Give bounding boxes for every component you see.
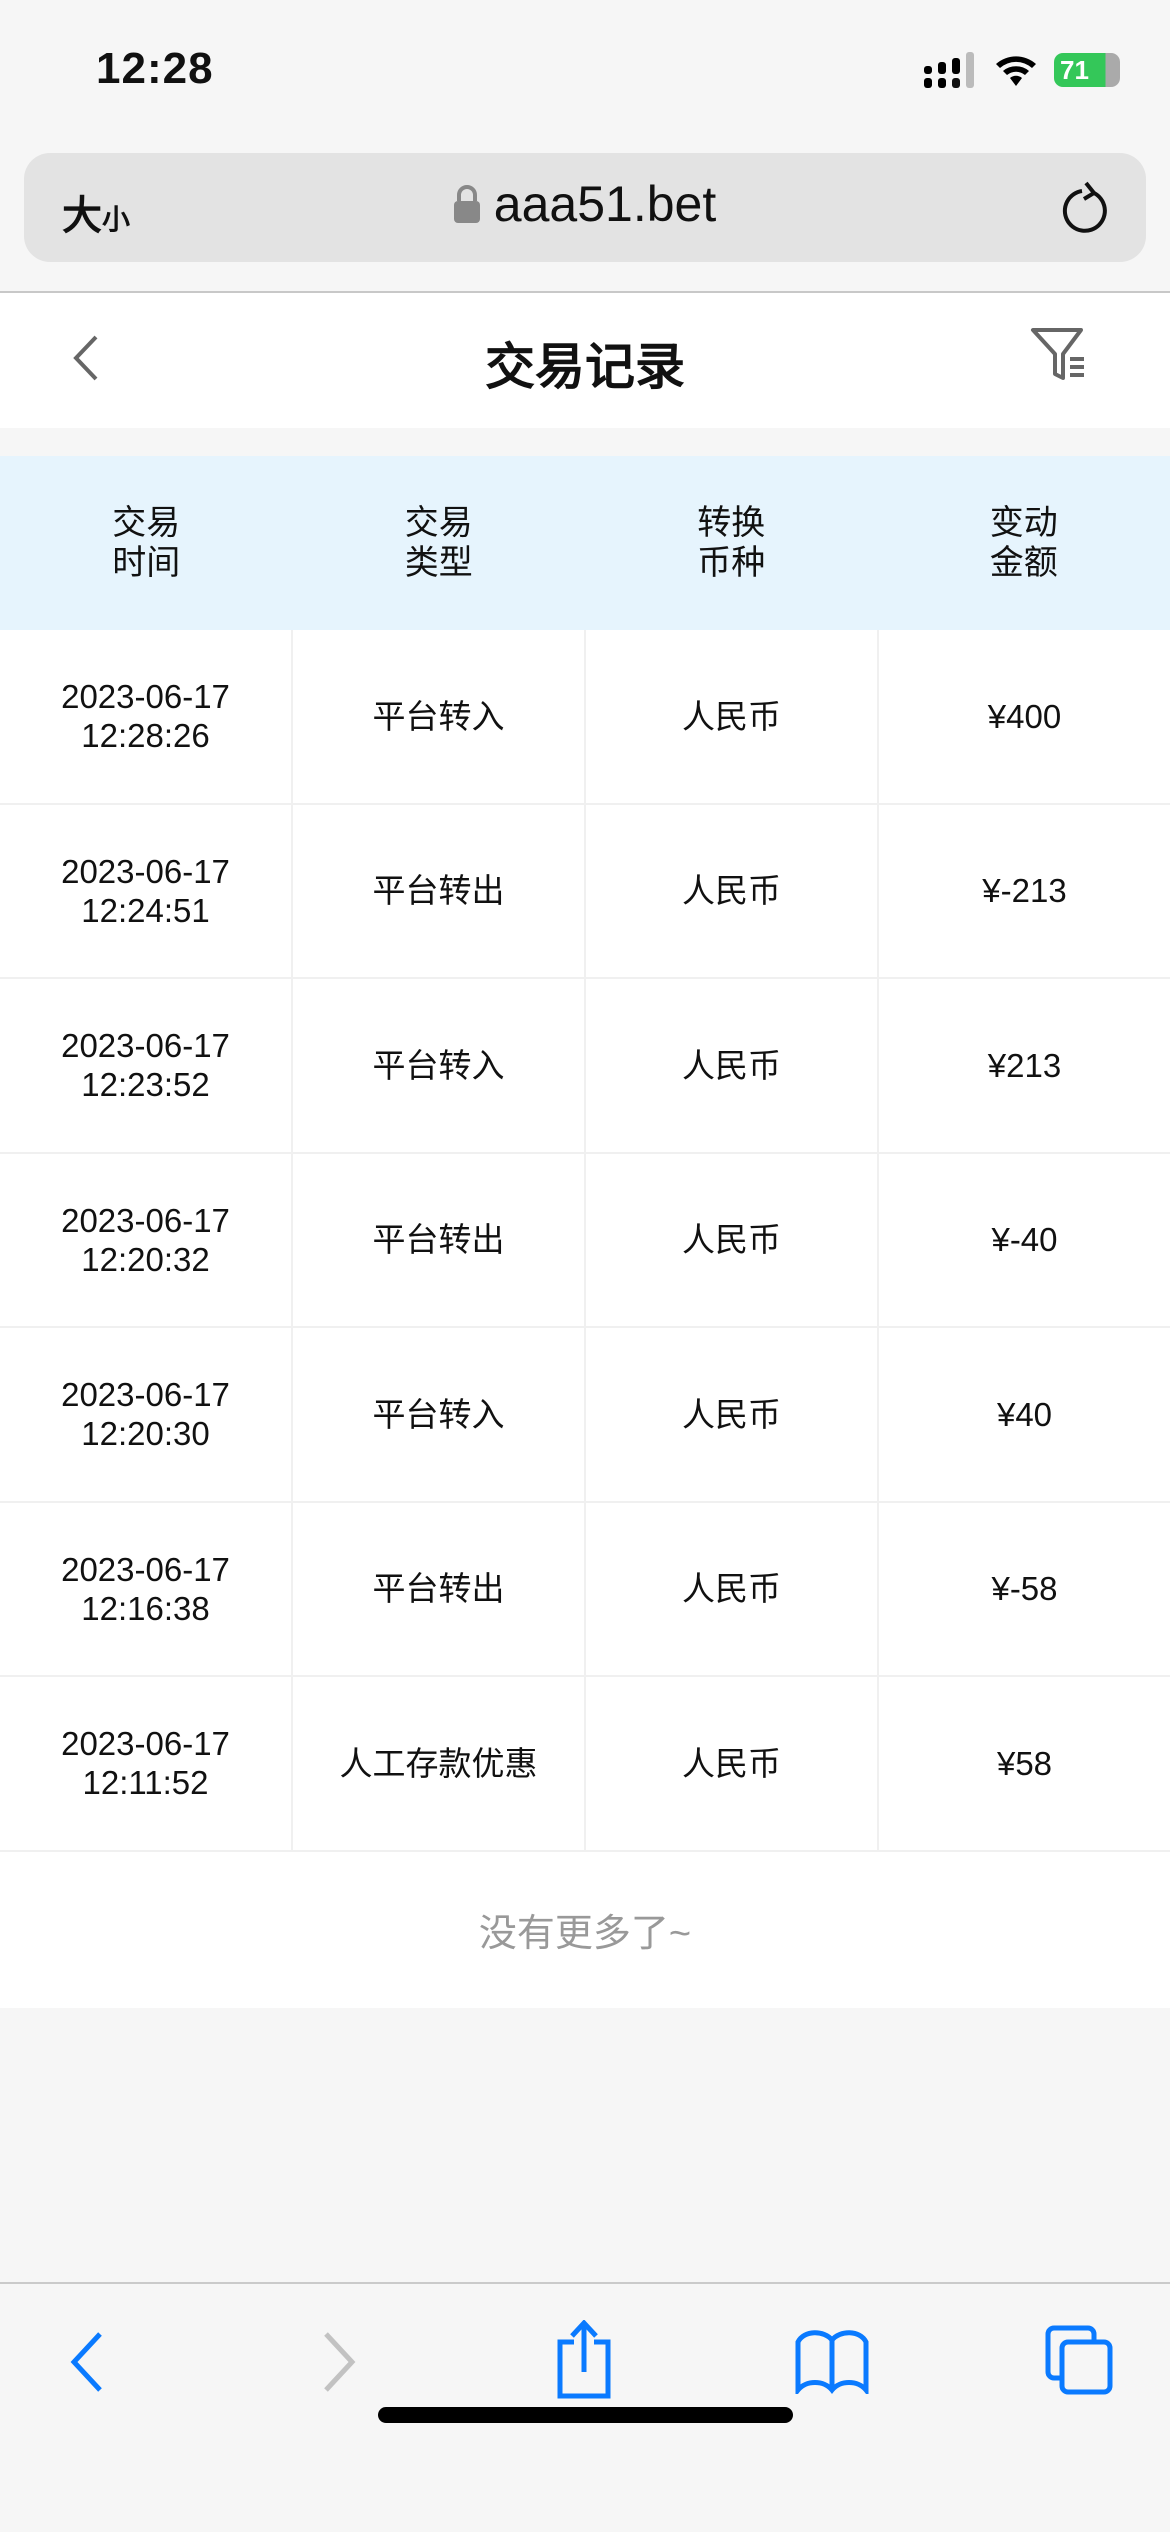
table-row: 2023-06-17 12:20:32 平台转出 人民币 ¥-40: [0, 1153, 1170, 1328]
cell-type: 平台转入: [293, 630, 586, 803]
cell-type: 人工存款优惠: [293, 1677, 586, 1850]
table-header: 交易 时间 交易 类型 转换 币种 变动 金额: [0, 456, 1170, 630]
cell-type: 平台转入: [293, 979, 586, 1152]
cell-time: 2023-06-17 12:16:38: [0, 1502, 293, 1675]
forward-arrow-icon[interactable]: [320, 2330, 360, 2394]
bookmarks-icon[interactable]: [794, 2330, 870, 2394]
divider: [0, 2282, 1170, 2284]
browser-toolbar: [0, 2284, 1170, 2532]
column-header-type: 交易 类型: [404, 504, 473, 582]
cellular-signal-icon: [924, 52, 974, 88]
battery-level: 71: [1060, 54, 1089, 85]
cell-amount: ¥-40: [991, 1221, 1058, 1259]
cell-currency: 人民币: [586, 1502, 879, 1675]
cell-amount: ¥400: [987, 697, 1062, 735]
table-row: 2023-06-17 12:23:52 平台转入 人民币 ¥213: [0, 979, 1170, 1154]
table-row: 2023-06-17 12:16:38 平台转出 人民币 ¥-58: [0, 1502, 1170, 1677]
cell-time: 2023-06-17 12:24:51: [0, 804, 293, 977]
transaction-table: 交易 时间 交易 类型 转换 币种 变动 金额 2023-06-17 12:28…: [0, 456, 1170, 2008]
divider: [0, 291, 1170, 293]
cell-type: 平台转出: [293, 1502, 586, 1675]
column-header-amount: 变动 金额: [989, 504, 1058, 582]
reload-icon[interactable]: [1062, 181, 1112, 235]
cell-currency: 人民币: [586, 1153, 879, 1326]
cell-currency: 人民币: [586, 804, 879, 977]
wifi-icon: [996, 56, 1036, 86]
share-icon[interactable]: [554, 2320, 614, 2400]
battery-indicator: 71: [1054, 53, 1120, 87]
cell-type: 平台转出: [293, 804, 586, 977]
cell-currency: 人民币: [586, 1677, 879, 1850]
cell-currency: 人民币: [586, 1328, 879, 1501]
status-time: 12:28: [96, 44, 214, 93]
cell-time: 2023-06-17 12:28:26: [0, 630, 293, 803]
cell-time: 2023-06-17 12:20:32: [0, 1153, 293, 1326]
cell-time: 2023-06-17 12:20:30: [0, 1328, 293, 1501]
table-row: 2023-06-17 12:28:26 平台转入 人民币 ¥400: [0, 630, 1170, 805]
cell-amount: ¥40: [996, 1395, 1053, 1433]
filter-icon[interactable]: [1030, 327, 1088, 383]
cell-amount: ¥-58: [991, 1570, 1058, 1608]
cell-type: 平台转入: [293, 1328, 586, 1501]
cell-time: 2023-06-17 12:11:52: [0, 1677, 293, 1850]
home-indicator: [378, 2407, 793, 2423]
cell-currency: 人民币: [586, 979, 879, 1152]
text-size-label: 大: [62, 194, 102, 238]
back-icon[interactable]: [70, 333, 102, 383]
column-header-time: 交易 时间: [112, 504, 181, 582]
no-more-text: 没有更多了~: [478, 1913, 692, 1955]
back-arrow-icon[interactable]: [66, 2330, 106, 2394]
cell-type: 平台转出: [293, 1153, 586, 1326]
cell-amount: ¥213: [987, 1046, 1062, 1084]
lock-icon: [453, 185, 480, 223]
address-bar[interactable]: 大小 aaa51.bet: [24, 153, 1146, 262]
text-size-button[interactable]: 大小: [62, 183, 130, 241]
table-row: 2023-06-17 12:20:30 平台转入 人民币 ¥40: [0, 1328, 1170, 1503]
url-text: aaa51.bet: [493, 176, 717, 232]
text-size-label-small: 小: [102, 204, 131, 235]
column-header-currency: 转换 币种: [697, 504, 766, 582]
table-row: 2023-06-17 12:24:51 平台转出 人民币 ¥-213: [0, 804, 1170, 979]
cell-amount: ¥-213: [982, 872, 1067, 910]
table-row: 2023-06-17 12:11:52 人工存款优惠 人民币 ¥58: [0, 1677, 1170, 1852]
cell-amount: ¥58: [996, 1744, 1053, 1782]
status-bar: 12:28 71: [0, 0, 1170, 140]
cell-time: 2023-06-17 12:23:52: [0, 979, 293, 1152]
page-title: 交易记录: [485, 339, 685, 395]
page-header: 交易记录: [0, 293, 1170, 428]
tabs-icon[interactable]: [1044, 2324, 1114, 2396]
cell-currency: 人民币: [586, 630, 879, 803]
